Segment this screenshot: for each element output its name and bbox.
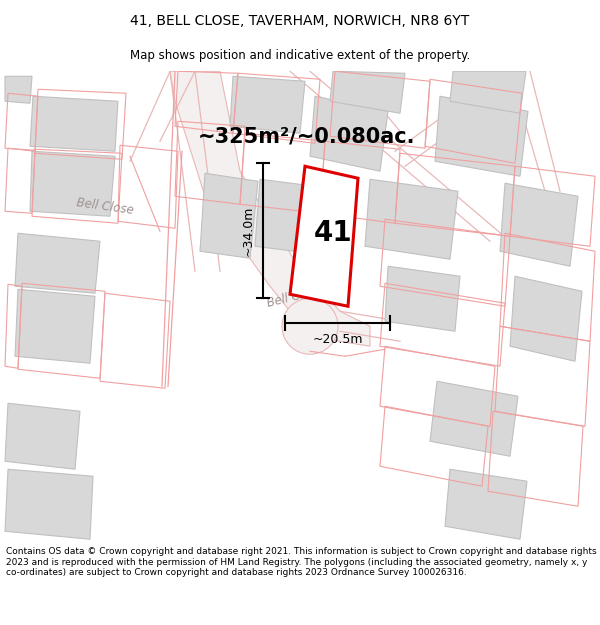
Polygon shape bbox=[430, 381, 518, 456]
Polygon shape bbox=[385, 266, 460, 331]
Text: 41: 41 bbox=[314, 219, 352, 248]
Polygon shape bbox=[30, 151, 115, 216]
Text: Bell Close: Bell Close bbox=[265, 283, 325, 309]
Polygon shape bbox=[510, 276, 582, 361]
Text: Map shows position and indicative extent of the property.: Map shows position and indicative extent… bbox=[130, 49, 470, 62]
Polygon shape bbox=[310, 96, 388, 171]
Polygon shape bbox=[255, 179, 315, 253]
Polygon shape bbox=[30, 96, 118, 151]
Polygon shape bbox=[450, 71, 526, 113]
Circle shape bbox=[282, 298, 338, 354]
Polygon shape bbox=[435, 96, 528, 176]
Polygon shape bbox=[200, 173, 258, 258]
Polygon shape bbox=[5, 403, 80, 469]
Polygon shape bbox=[500, 183, 578, 266]
Text: ~34.0m: ~34.0m bbox=[242, 206, 255, 256]
Text: Bell Close: Bell Close bbox=[76, 196, 134, 217]
Polygon shape bbox=[15, 233, 100, 293]
Polygon shape bbox=[15, 289, 95, 363]
Text: 41, BELL CLOSE, TAVERHAM, NORWICH, NR8 6YT: 41, BELL CLOSE, TAVERHAM, NORWICH, NR8 6… bbox=[130, 14, 470, 28]
Text: ~20.5m: ~20.5m bbox=[312, 333, 363, 346]
Polygon shape bbox=[230, 76, 305, 133]
Polygon shape bbox=[365, 179, 458, 259]
Text: ~325m²/~0.080ac.: ~325m²/~0.080ac. bbox=[198, 126, 415, 146]
Polygon shape bbox=[5, 469, 93, 539]
Polygon shape bbox=[330, 71, 405, 113]
Polygon shape bbox=[445, 469, 527, 539]
Polygon shape bbox=[290, 166, 358, 306]
Text: Contains OS data © Crown copyright and database right 2021. This information is : Contains OS data © Crown copyright and d… bbox=[6, 548, 596, 577]
Polygon shape bbox=[5, 76, 32, 103]
Polygon shape bbox=[170, 71, 370, 346]
